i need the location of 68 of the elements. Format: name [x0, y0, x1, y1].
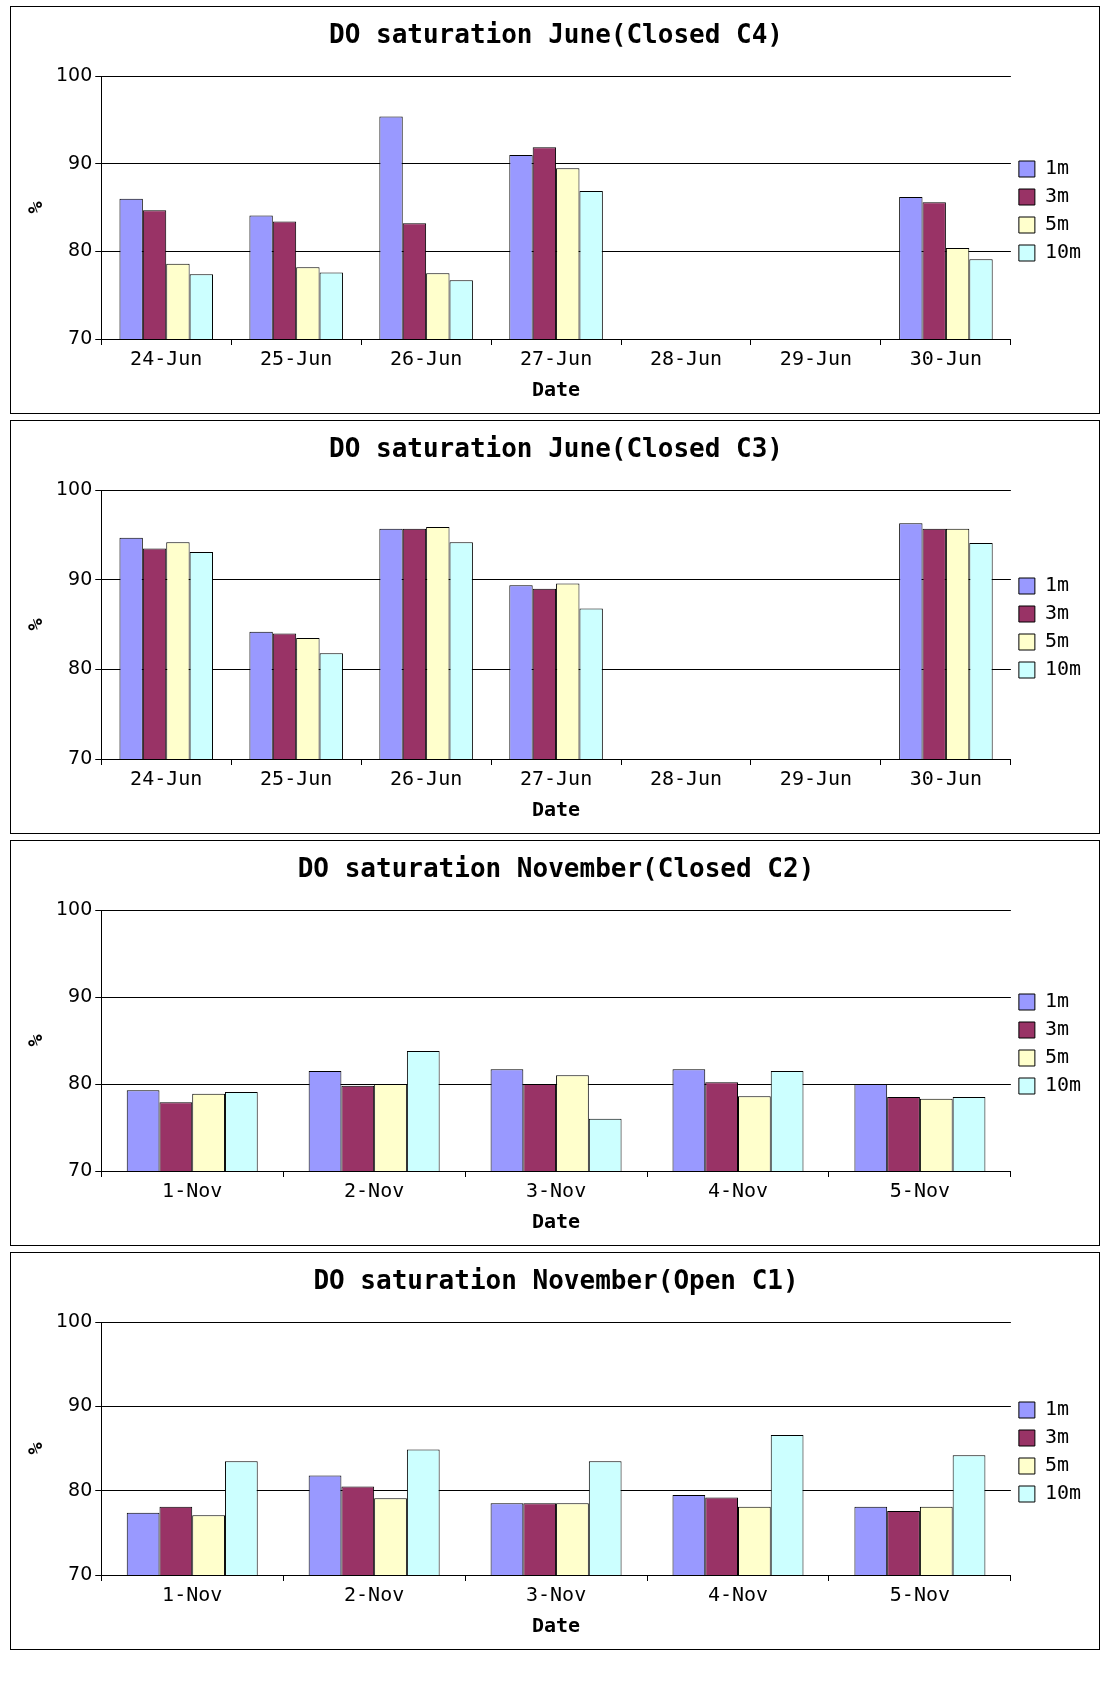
y-tick-label: 70	[68, 1157, 93, 1180]
x-tick-label: 28-Jun	[649, 346, 723, 371]
x-axis-title: Date	[531, 1209, 581, 1234]
x-tick-label: 24-Jun	[130, 346, 203, 371]
y-tick-label: 90	[68, 150, 93, 173]
legend-label: 3m	[1044, 600, 1069, 625]
y-tick-label: 90	[68, 984, 93, 1007]
y-tick-label: 100	[56, 63, 93, 86]
legend-label: 5m	[1044, 628, 1069, 653]
y-tick-label: 70	[68, 1561, 93, 1584]
y-tick-label: 100	[56, 1309, 93, 1332]
y-tick-label: 70	[68, 745, 93, 768]
chart-title: DO saturation November(Open C1)	[313, 1265, 799, 1296]
x-tick-label: 27-Jun	[519, 766, 593, 791]
y-axis-title: %	[23, 201, 48, 214]
legend-label: 1m	[1044, 988, 1069, 1013]
y-axis-title: %	[23, 618, 48, 631]
x-axis-title: Date	[531, 377, 581, 402]
chart-title: DO saturation November(Closed C2)	[297, 853, 815, 884]
x-tick-label: 3-Nov	[525, 1582, 587, 1607]
legend-label: 5m	[1044, 1452, 1069, 1477]
y-tick-label: 80	[68, 1477, 93, 1500]
x-tick-label: 27-Jun	[519, 346, 593, 371]
x-tick-label: 28-Jun	[649, 766, 723, 791]
x-tick-label: 2-Nov	[344, 1582, 405, 1607]
x-tick-label: 30-Jun	[909, 766, 983, 791]
legend-label: 10m	[1044, 1072, 1081, 1097]
x-tick-label: 30-Jun	[909, 346, 983, 371]
legend-label: 5m	[1044, 211, 1069, 236]
chart-title: DO saturation June(Closed C4)	[329, 19, 783, 50]
legend-label: 5m	[1044, 1044, 1069, 1069]
chart-title: DO saturation June(Closed C3)	[329, 433, 783, 464]
x-tick-label: 26-Jun	[390, 346, 463, 371]
x-tick-label: 3-Nov	[525, 1178, 587, 1203]
legend-label: 3m	[1044, 1424, 1069, 1449]
x-axis-title: Date	[531, 1613, 581, 1638]
x-tick-label: 25-Jun	[260, 346, 333, 371]
legend-label: 10m	[1044, 656, 1081, 681]
y-tick-label: 80	[68, 656, 93, 679]
y-tick-label: 80	[68, 238, 93, 261]
x-tick-label: 5-Nov	[889, 1178, 951, 1203]
legend-label: 1m	[1044, 1396, 1069, 1421]
x-tick-label: 5-Nov	[889, 1582, 951, 1607]
x-tick-label: 2-Nov	[344, 1178, 405, 1203]
y-tick-label: 90	[68, 566, 93, 589]
x-tick-label: 24-Jun	[130, 766, 203, 791]
y-tick-label: 70	[68, 325, 93, 348]
y-tick-label: 80	[68, 1071, 93, 1093]
legend-label: 3m	[1044, 1016, 1069, 1041]
x-axis-title: Date	[531, 797, 581, 822]
y-tick-label: 100	[56, 897, 93, 920]
legend-label: 3m	[1044, 183, 1069, 208]
y-axis-title: %	[23, 1034, 48, 1047]
x-tick-label: 1-Nov	[162, 1178, 223, 1203]
x-tick-label: 26-Jun	[390, 766, 463, 791]
x-tick-label: 29-Jun	[779, 766, 853, 791]
legend-label: 10m	[1044, 1480, 1081, 1505]
y-tick-label: 100	[56, 477, 93, 500]
x-tick-label: 25-Jun	[260, 766, 333, 791]
x-tick-label: 1-Nov	[162, 1582, 223, 1607]
x-tick-label: 4-Nov	[707, 1178, 769, 1203]
x-tick-label: 4-Nov	[707, 1582, 769, 1607]
y-axis-title: %	[23, 1442, 48, 1455]
x-tick-label: 29-Jun	[779, 346, 853, 371]
legend-label: 1m	[1044, 572, 1069, 597]
legend-label: 1m	[1044, 155, 1069, 180]
y-tick-label: 90	[68, 1393, 93, 1416]
legend-label: 10m	[1044, 239, 1081, 264]
